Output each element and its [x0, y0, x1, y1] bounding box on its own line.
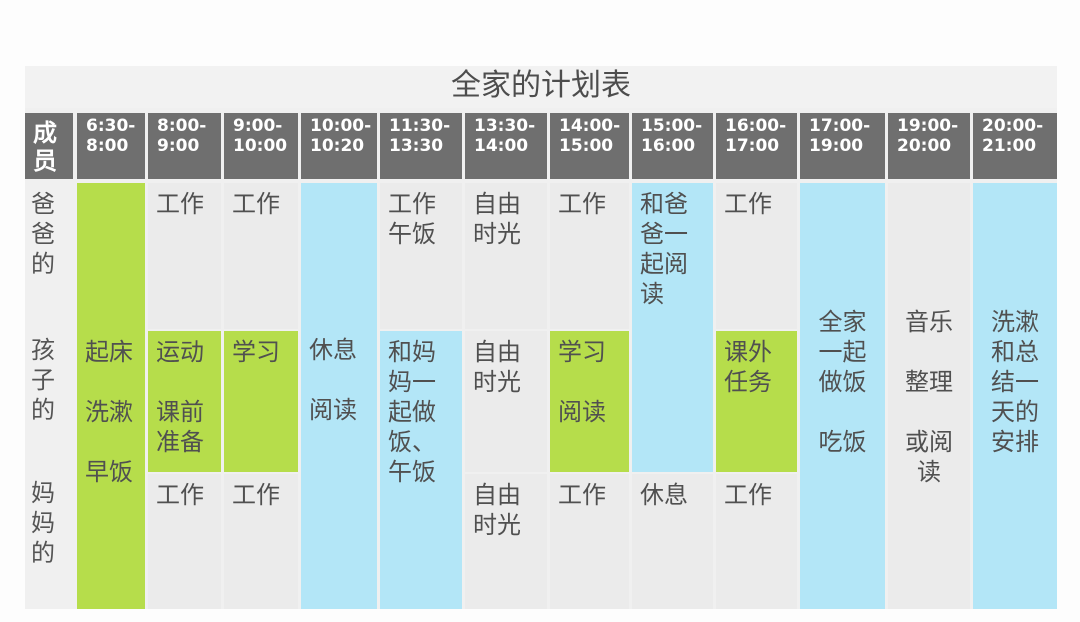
cell-wash-summary: 洗漱 和总 结一 天的 安排 — [973, 183, 1057, 609]
table-title: 全家的计划表 — [25, 66, 1057, 108]
cell-mom-1600: 工作 — [716, 474, 797, 609]
cell-mom-0900: 工作 — [224, 474, 298, 609]
cell-dad-1400: 工作 — [550, 183, 629, 329]
cell-cook-with-mom: 和妈 妈一 起做 饭、 午饭 — [380, 331, 462, 609]
header-slot-1700: 17:00- 19:00 — [800, 113, 885, 179]
header-slot-0800: 8:00- 9:00 — [148, 113, 221, 179]
cell-mom-1500: 休息 — [632, 474, 713, 609]
cell-dad-1600: 工作 — [716, 183, 797, 329]
cell-child-1330: 自由 时光 — [465, 331, 547, 472]
cell-dad-1330: 自由 时光 — [465, 183, 547, 329]
header-slot-0900: 9:00- 10:00 — [224, 113, 298, 179]
cell-child-0800: 运动 课前 准备 — [148, 331, 221, 472]
cell-music: 音乐 整理 或阅 读 — [888, 183, 970, 609]
cell-mom-1400: 工作 — [550, 474, 629, 609]
header-slot-1330: 13:30- 14:00 — [465, 113, 547, 179]
cell-wake-up: 起床 洗漱 早饭 — [77, 183, 145, 609]
header-member: 成 员 — [25, 113, 73, 179]
cell-read-with-dad: 和爸 爸一 起阅 读 — [632, 183, 713, 472]
cell-dad-0800: 工作 — [148, 183, 221, 329]
cell-child-1600: 课外 任务 — [716, 331, 797, 472]
cell-dad-1130: 工作 午饭 — [380, 183, 462, 329]
row-label-dad: 爸 爸 的 — [31, 190, 55, 278]
cell-rest-read: 休息 阅读 — [301, 183, 377, 609]
header-slot-1500: 15:00- 16:00 — [632, 113, 713, 179]
cell-mom-0800: 工作 — [148, 474, 221, 609]
header-slot-2000: 20:00- 21:00 — [973, 113, 1057, 179]
row-label-child: 孩 子 的 — [31, 336, 55, 424]
cell-child-1400: 学习 阅读 — [550, 331, 629, 472]
header-slot-1000: 10:00- 10:20 — [301, 113, 377, 179]
header-slot-1900: 19:00- 20:00 — [888, 113, 970, 179]
header-slot-1130: 11:30- 13:30 — [380, 113, 462, 179]
schedule-table: 全家的计划表 成 员 6:30- 8:00 8:00- 9:00 9:00- 1… — [25, 66, 1057, 609]
cell-child-0900: 学习 — [224, 331, 298, 472]
cell-dad-0900: 工作 — [224, 183, 298, 329]
header-slot-1600: 16:00- 17:00 — [716, 113, 797, 179]
header-slot-0630: 6:30- 8:00 — [77, 113, 145, 179]
cell-mom-1330: 自由 时光 — [465, 474, 547, 609]
cell-family-cook: 全家 一起 做饭 吃饭 — [800, 183, 885, 609]
row-label-mom: 妈 妈 的 — [31, 479, 55, 567]
header-slot-1400: 14:00- 15:00 — [550, 113, 629, 179]
